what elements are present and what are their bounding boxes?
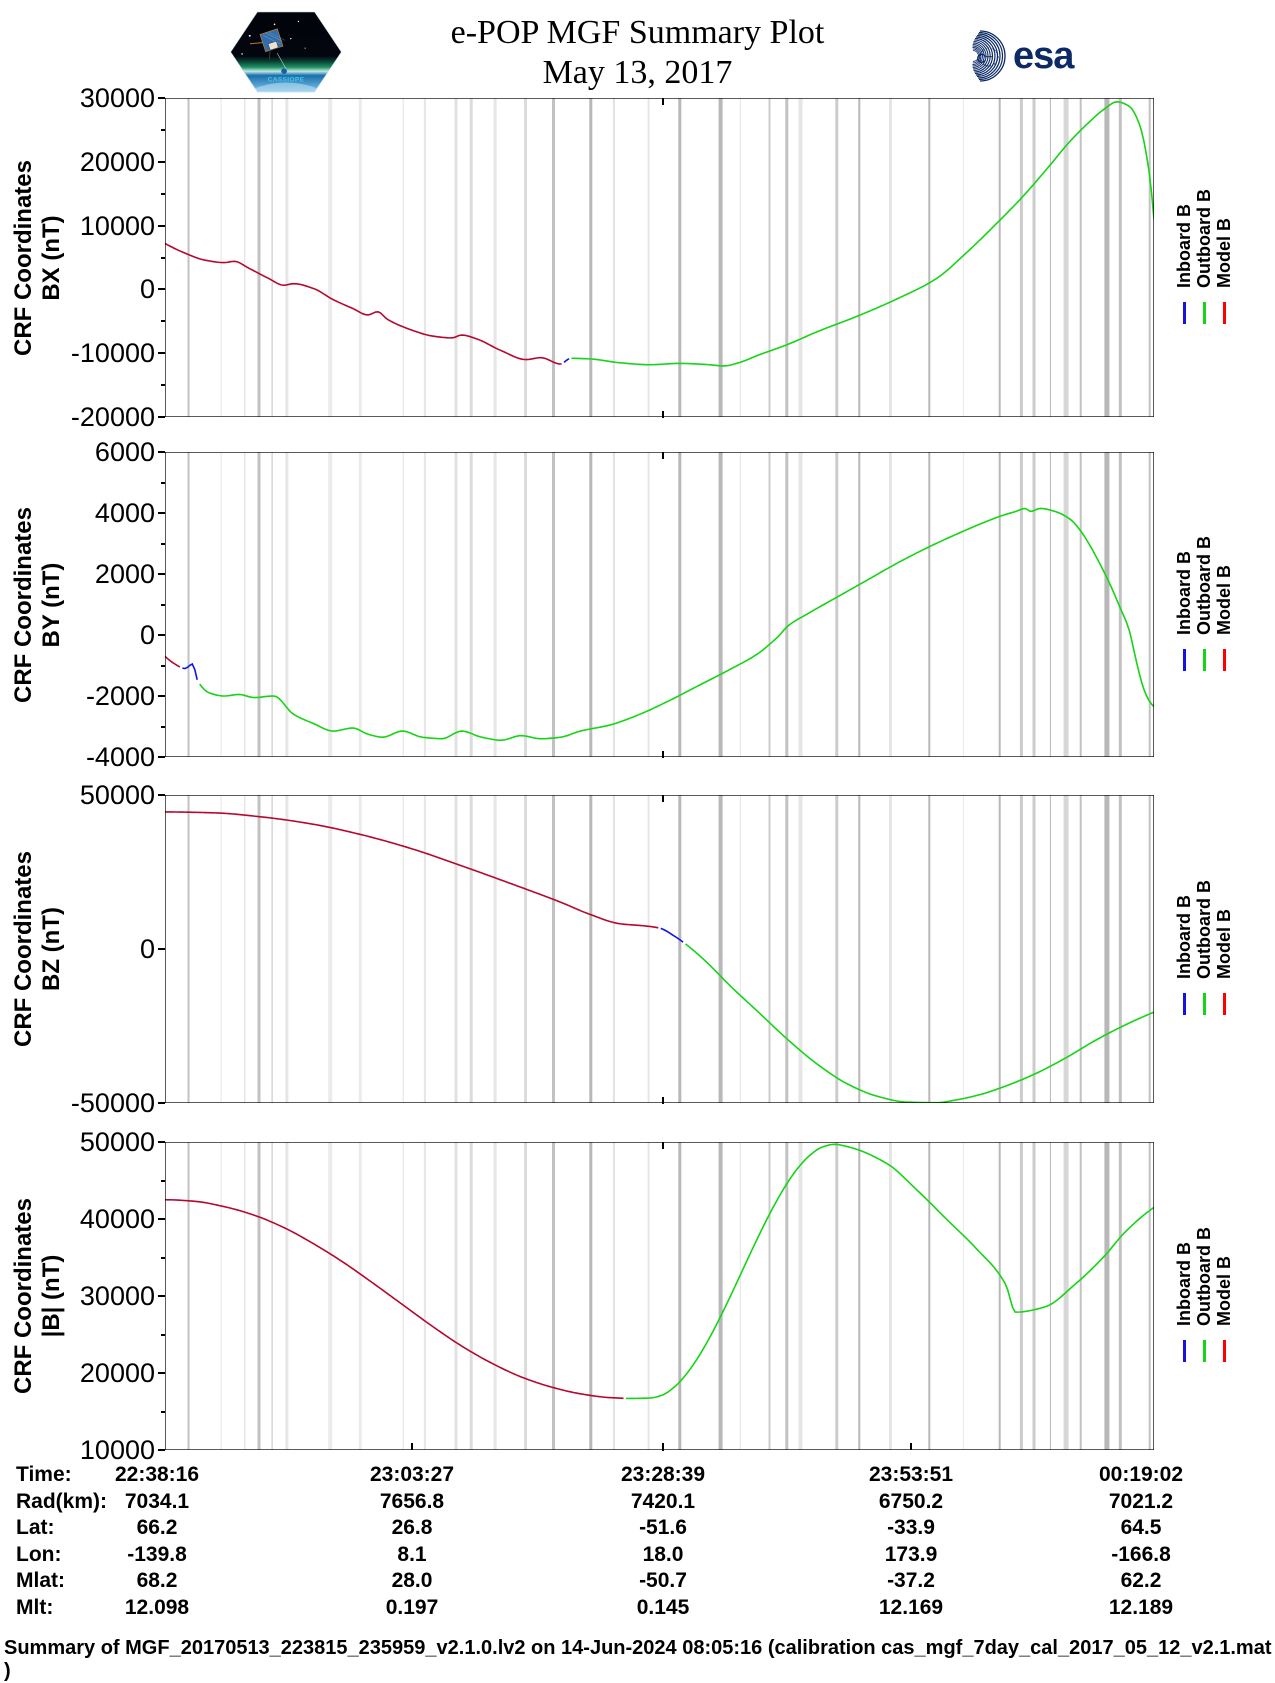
svg-text:esa: esa [1013,35,1075,77]
svg-text:CASSIOPE: CASSIOPE [268,77,305,84]
